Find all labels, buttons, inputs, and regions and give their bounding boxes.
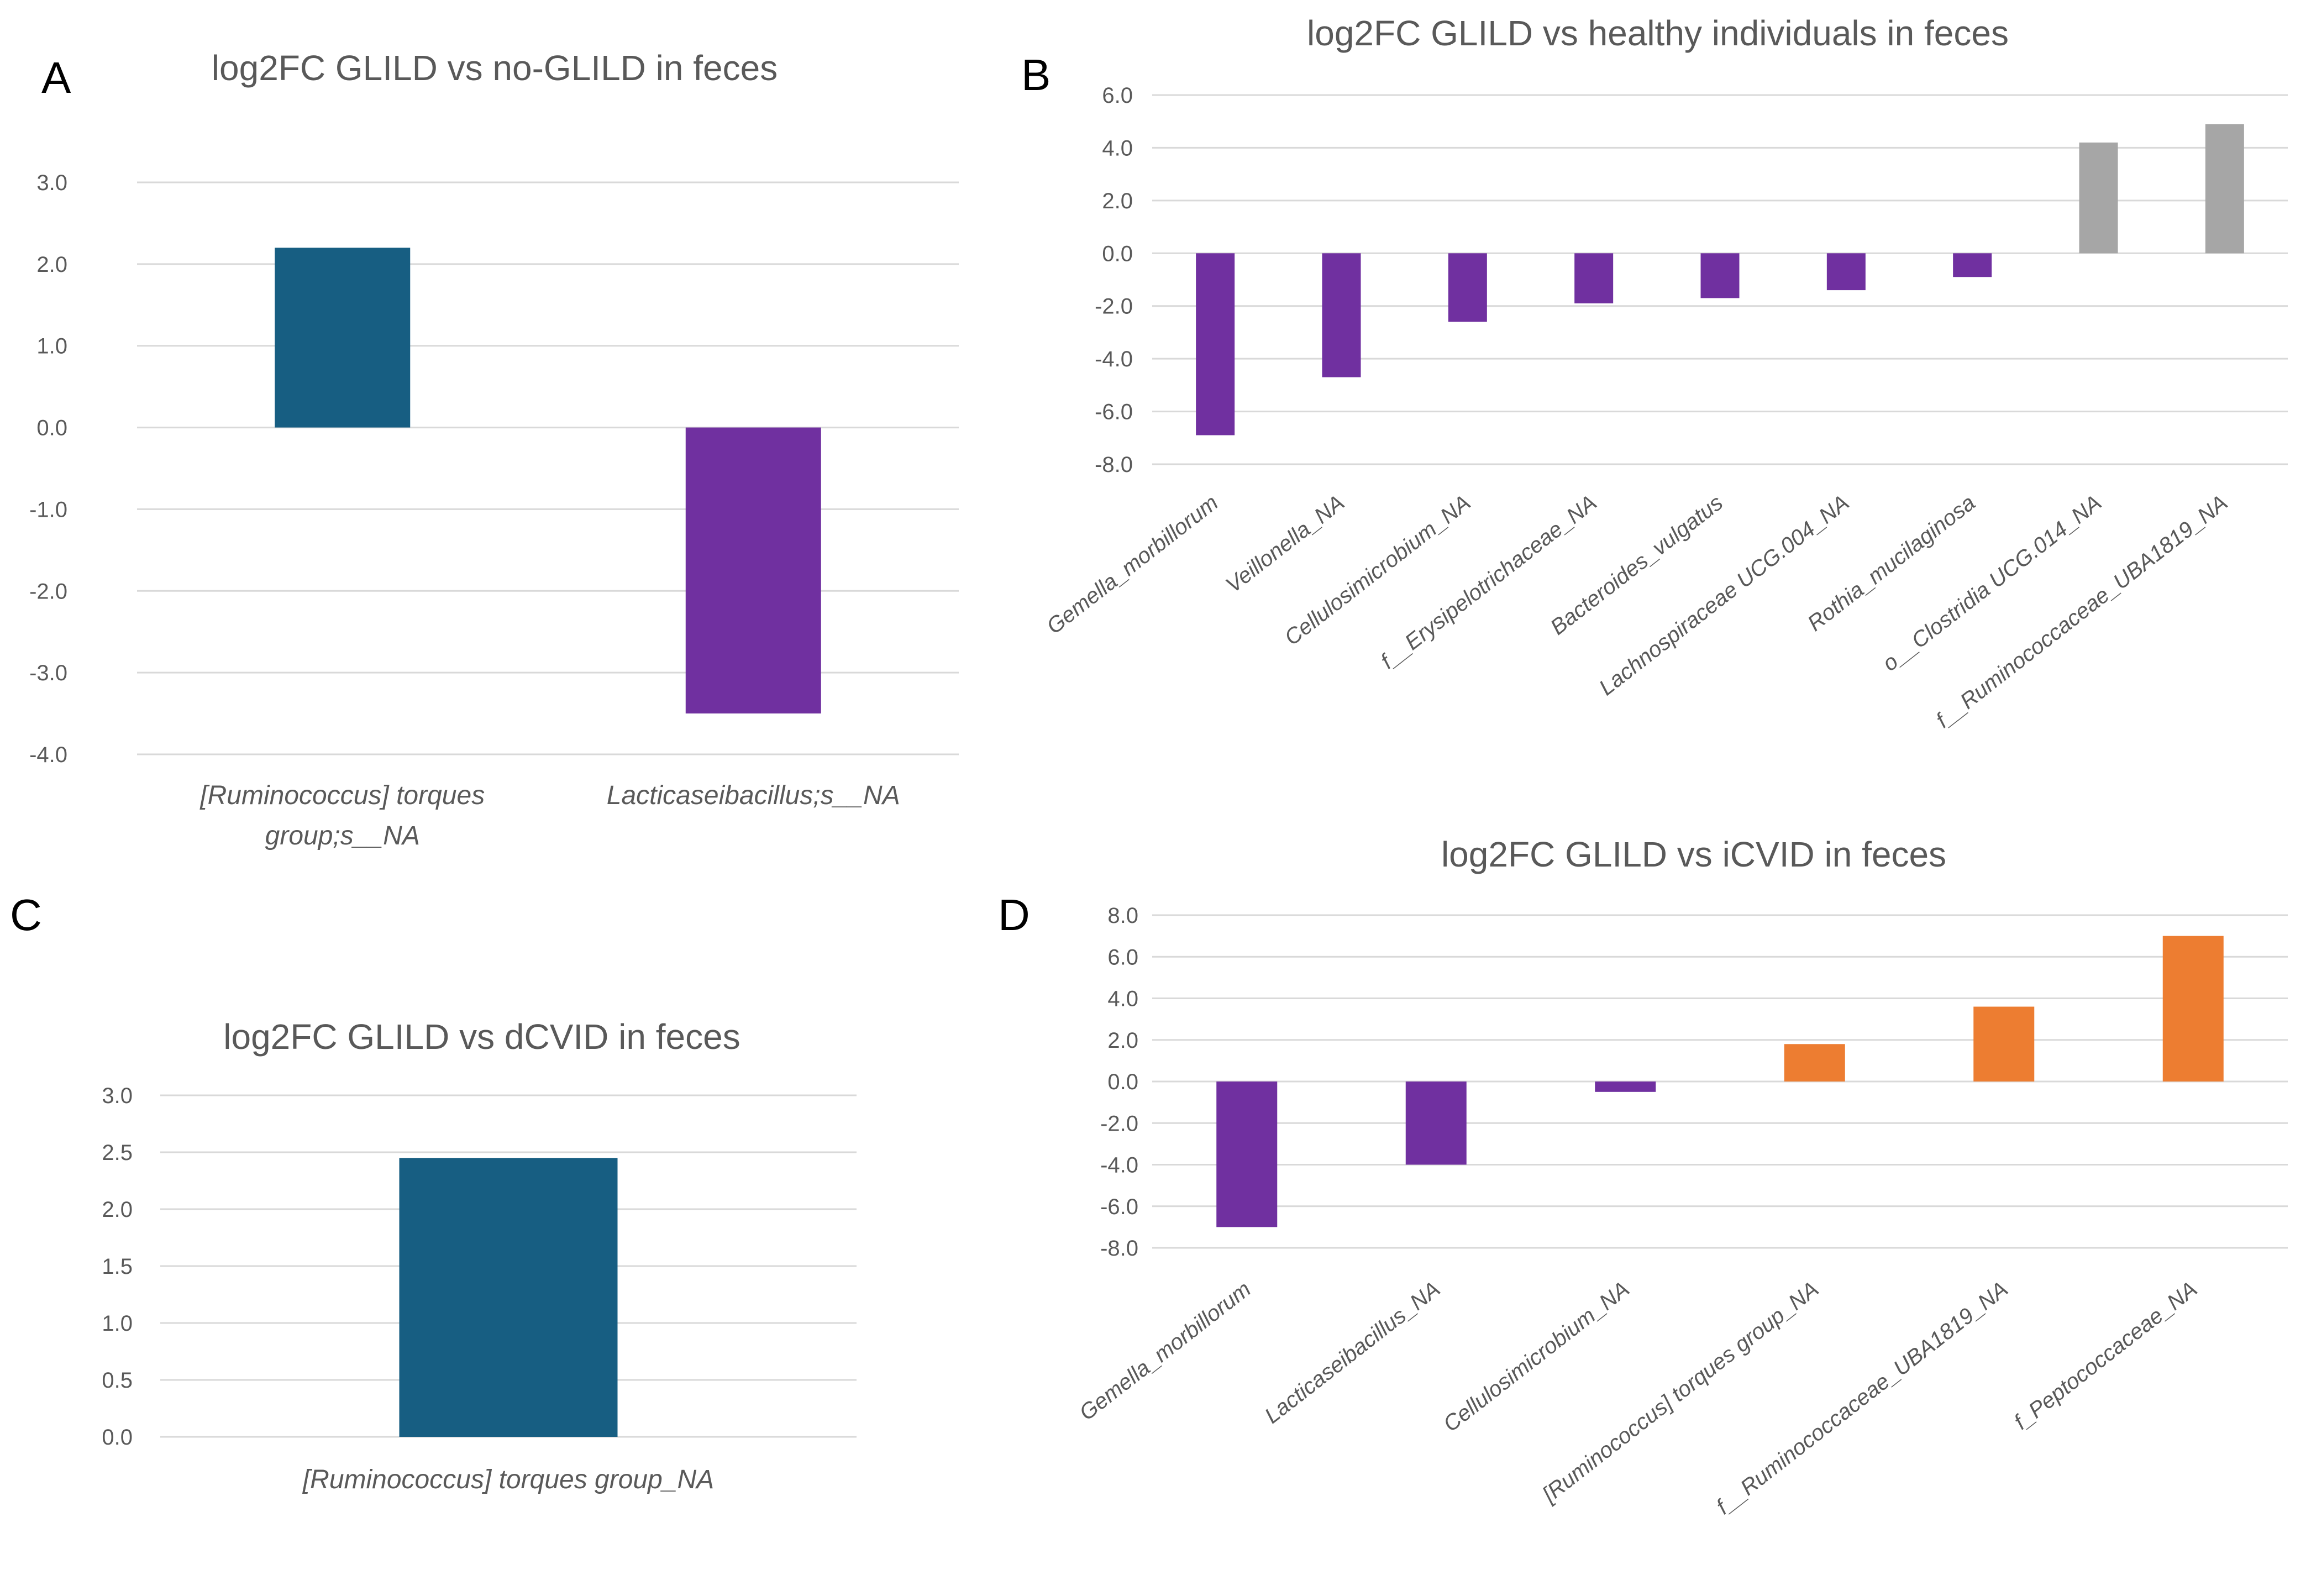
x-category-label-a: [Ruminococcus] torques bbox=[199, 781, 485, 810]
y-tick-label-a: -4.0 bbox=[29, 743, 67, 767]
y-tick-label-c: 0.5 bbox=[102, 1368, 133, 1393]
y-tick-label-a: 0.0 bbox=[36, 416, 67, 440]
y-tick-label-c: 1.0 bbox=[102, 1311, 133, 1336]
bar-d bbox=[2162, 936, 2224, 1082]
y-tick-label-d: -8.0 bbox=[1100, 1236, 1138, 1261]
y-tick-label-b: -8.0 bbox=[1095, 453, 1133, 477]
bar-d bbox=[1595, 1082, 1656, 1092]
x-category-label-a: Lacticaseibacillus;s__NA bbox=[607, 781, 900, 810]
bar-b bbox=[1448, 253, 1487, 322]
y-tick-label-a: 3.0 bbox=[36, 171, 67, 195]
y-tick-label-d: -2.0 bbox=[1100, 1111, 1138, 1136]
bar-b bbox=[2079, 142, 2118, 254]
bar-b bbox=[1826, 253, 1866, 291]
chart-title-a: log2FC GLILD vs no-GLILD in feces bbox=[212, 48, 778, 88]
y-tick-label-d: 6.0 bbox=[1107, 945, 1138, 969]
bar-b bbox=[2205, 124, 2244, 254]
y-tick-label-c: 1.5 bbox=[102, 1254, 133, 1279]
bar-d bbox=[1784, 1044, 1845, 1082]
y-tick-label-b: 6.0 bbox=[1102, 83, 1133, 108]
x-category-label-a: group;s__NA bbox=[265, 821, 420, 851]
x-category-label-c: [Ruminococcus] torques group_NA bbox=[302, 1465, 714, 1494]
y-tick-label-a: 1.0 bbox=[36, 334, 67, 359]
bar-d bbox=[1216, 1082, 1278, 1227]
y-tick-label-b: -2.0 bbox=[1095, 295, 1133, 319]
panel-a: A log2FC GLILD vs no-GLILD in feces 3.0 2… bbox=[29, 48, 959, 851]
y-tick-label-d: -6.0 bbox=[1100, 1195, 1138, 1219]
y-tick-label-a: -3.0 bbox=[29, 661, 67, 685]
bar-b bbox=[1196, 253, 1235, 435]
panel-c: C log2FC GLILD vs dCVID in feces 3.0 2.5 2… bbox=[10, 890, 857, 1494]
chart-body-a: 3.0 2.0 1.0 0.0 -1.0 -2.0 -3.0 -4.0 [Ruminococcu… bbox=[29, 171, 959, 851]
bar-b bbox=[1322, 253, 1361, 377]
chart-title-b: log2FC GLILD vs healthy individuals in f… bbox=[1307, 13, 2009, 53]
y-tick-label-d: 2.0 bbox=[1107, 1028, 1138, 1053]
y-tick-label-c: 2.0 bbox=[102, 1198, 133, 1222]
bar-b bbox=[1700, 253, 1740, 298]
y-tick-label-b: -4.0 bbox=[1095, 347, 1133, 371]
y-tick-label-a: 2.0 bbox=[36, 253, 67, 277]
y-tick-label-a: -2.0 bbox=[29, 579, 67, 603]
panel-letter-a: A bbox=[41, 53, 71, 102]
y-tick-label-d: 4.0 bbox=[1107, 987, 1138, 1011]
panel-letter-d: D bbox=[998, 890, 1030, 939]
y-tick-label-d: 0.0 bbox=[1107, 1070, 1138, 1094]
y-tick-label-d: 8.0 bbox=[1107, 904, 1138, 928]
y-tick-label-d: -4.0 bbox=[1100, 1153, 1138, 1178]
chart-title-c: log2FC GLILD vs dCVID in feces bbox=[223, 1017, 740, 1057]
chart-title-d: log2FC GLILD vs iCVID in feces bbox=[1441, 834, 1946, 874]
bar-b bbox=[1574, 253, 1614, 303]
y-tick-label-b: -6.0 bbox=[1095, 400, 1133, 424]
y-tick-label-a: -1.0 bbox=[29, 497, 67, 522]
bar-a bbox=[275, 248, 411, 428]
panel-letter-b: B bbox=[1021, 50, 1051, 99]
bar-c bbox=[399, 1158, 618, 1437]
y-tick-label-b: 4.0 bbox=[1102, 136, 1133, 160]
y-tick-label-c: 2.5 bbox=[102, 1141, 133, 1165]
y-tick-label-c: 3.0 bbox=[102, 1084, 133, 1108]
panel-letter-c: C bbox=[10, 890, 42, 939]
y-tick-label-b: 2.0 bbox=[1102, 189, 1133, 213]
bar-d bbox=[1973, 1006, 2035, 1082]
bar-b bbox=[1953, 253, 1992, 277]
y-tick-label-b: 0.0 bbox=[1102, 242, 1133, 266]
bar-a bbox=[685, 427, 821, 714]
chart-body-c: 3.0 2.5 2.0 1.5 1.0 0.5 0.0 [Ruminococcus] torq… bbox=[102, 1084, 857, 1494]
y-tick-label-c: 0.0 bbox=[102, 1425, 133, 1450]
bar-d bbox=[1405, 1082, 1467, 1165]
